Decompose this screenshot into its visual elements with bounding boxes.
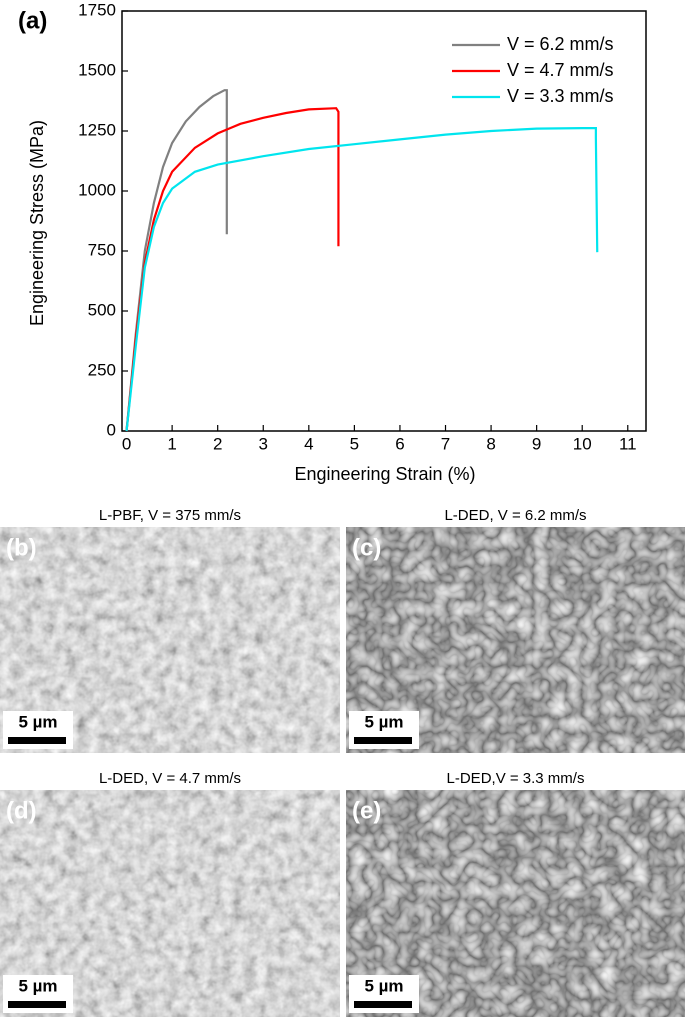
x-tick-label: 3 xyxy=(259,434,268,453)
y-tick-label: 500 xyxy=(88,300,116,319)
panel-label: (e) xyxy=(352,797,381,824)
curve xyxy=(125,89,228,432)
panel-label: (b) xyxy=(6,534,37,561)
x-tick-label: 0 xyxy=(122,434,131,453)
legend-label: V = 4.7 mm/s xyxy=(507,60,614,80)
y-tick-label: 750 xyxy=(88,240,116,259)
x-tick-label: 10 xyxy=(573,434,592,453)
x-axis-title: Engineering Strain (%) xyxy=(294,464,475,484)
panel-caption: L-PBF, V = 375 mm/s xyxy=(99,507,241,524)
y-tick-label: 1000 xyxy=(78,180,116,199)
y-tick-label: 1500 xyxy=(78,60,116,79)
x-tick-label: 9 xyxy=(532,434,541,453)
x-tick-label: 2 xyxy=(213,434,222,453)
plot-frame xyxy=(121,10,647,432)
panel-caption: L-DED, V = 4.7 mm/s xyxy=(99,770,241,787)
y-tick-label: 0 xyxy=(107,420,116,439)
y-axis-title: Engineering Stress (MPa) xyxy=(27,120,47,326)
curve xyxy=(125,107,340,432)
x-tick-label: 5 xyxy=(350,434,359,453)
panel-label: (a) xyxy=(18,7,47,34)
legend-label: V = 6.2 mm/s xyxy=(507,34,614,54)
y-tick-label: 1250 xyxy=(78,120,116,139)
scale-bar-text: 5 µm xyxy=(18,976,57,995)
curve xyxy=(125,127,599,432)
panel-label: (c) xyxy=(352,534,381,561)
x-tick-label: 1 xyxy=(167,434,176,453)
legend-label: V = 3.3 mm/s xyxy=(507,86,614,106)
x-tick-label: 11 xyxy=(619,434,637,453)
x-tick-label: 7 xyxy=(441,434,450,453)
scale-bar xyxy=(8,1001,66,1008)
scale-bar-text: 5 µm xyxy=(364,976,403,995)
scale-bar-text: 5 µm xyxy=(18,712,57,731)
y-tick-label: 1750 xyxy=(78,0,116,19)
panel-label: (d) xyxy=(6,797,37,824)
y-tick-label: 250 xyxy=(88,360,116,379)
x-tick-label: 8 xyxy=(486,434,495,453)
scale-bar xyxy=(8,737,66,744)
scale-bar-text: 5 µm xyxy=(364,712,403,731)
scale-bar xyxy=(354,737,412,744)
scale-bar xyxy=(354,1001,412,1008)
panel-caption: L-DED, V = 6.2 mm/s xyxy=(444,507,586,524)
panel-caption: L-DED,V = 3.3 mm/s xyxy=(447,770,585,787)
x-tick-label: 4 xyxy=(304,434,313,453)
x-tick-label: 6 xyxy=(395,434,404,453)
